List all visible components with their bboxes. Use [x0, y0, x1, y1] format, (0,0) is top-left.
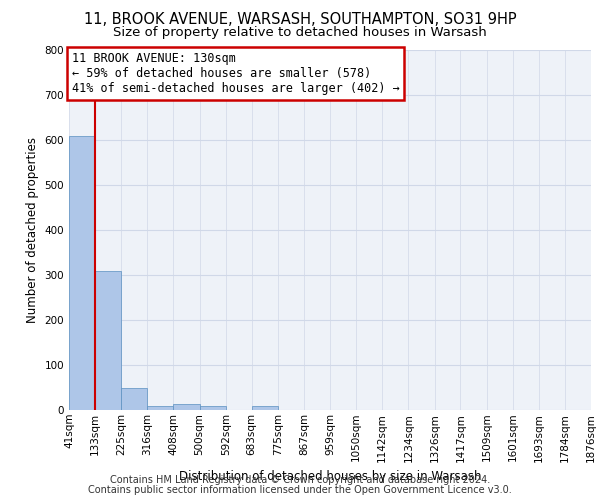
Bar [121, 388, 147, 410]
Text: 11, BROOK AVENUE, WARSASH, SOUTHAMPTON, SO31 9HP: 11, BROOK AVENUE, WARSASH, SOUTHAMPTON, … [83, 12, 517, 28]
Text: Contains public sector information licensed under the Open Government Licence v3: Contains public sector information licen… [88, 485, 512, 495]
Bar [147, 406, 173, 410]
Y-axis label: Number of detached properties: Number of detached properties [26, 137, 39, 323]
X-axis label: Distribution of detached houses by size in Warsash: Distribution of detached houses by size … [179, 470, 481, 483]
Bar [69, 136, 95, 410]
Bar [95, 270, 121, 410]
Text: Contains HM Land Registry data © Crown copyright and database right 2024.: Contains HM Land Registry data © Crown c… [110, 475, 490, 485]
Bar [173, 404, 200, 410]
Text: 11 BROOK AVENUE: 130sqm
← 59% of detached houses are smaller (578)
41% of semi-d: 11 BROOK AVENUE: 130sqm ← 59% of detache… [71, 52, 400, 95]
Bar [251, 406, 278, 410]
Text: Size of property relative to detached houses in Warsash: Size of property relative to detached ho… [113, 26, 487, 39]
Bar [200, 406, 226, 410]
